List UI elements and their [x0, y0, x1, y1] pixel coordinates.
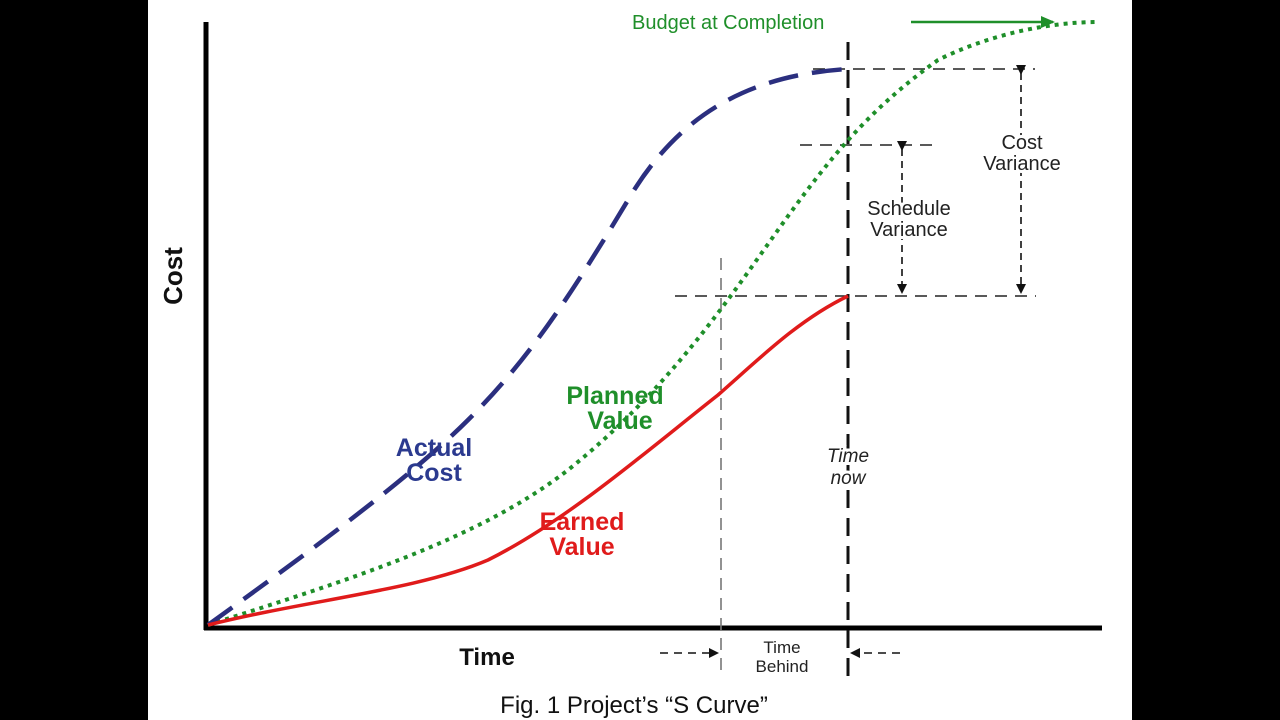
- earned-value-label-line2: Value: [549, 533, 614, 561]
- earned-value-curve: [207, 294, 849, 627]
- figure-canvas: Cost Time Actual Cost Planned Value Earn…: [148, 0, 1132, 720]
- actual-cost-curve: [206, 66, 849, 627]
- time-now-label-line2: now: [831, 468, 867, 489]
- time-now-label-line1: Time: [827, 446, 869, 467]
- budget-at-completion-label: Budget at Completion: [632, 12, 824, 34]
- schedule-variance-label-line1: Schedule: [867, 198, 950, 220]
- cost-variance-label-line2: Variance: [983, 153, 1060, 175]
- planned-value-label-line2: Value: [587, 407, 652, 435]
- figure-caption: Fig. 1 Project’s “S Curve”: [500, 692, 768, 719]
- s-curve-diagram: Cost Time Actual Cost Planned Value Earn…: [158, 12, 1102, 719]
- y-axis-label: Cost: [158, 247, 188, 305]
- time-behind-label-line2: Behind: [756, 657, 809, 676]
- actual-cost-label-line2: Cost: [406, 459, 462, 487]
- x-axis-label: Time: [459, 644, 515, 671]
- reference-lines: [675, 68, 1036, 672]
- time-behind-label-line1: Time: [763, 638, 800, 657]
- planned-value-label-line1: Planned: [566, 382, 663, 410]
- earned-value-label-line1: Earned: [540, 508, 625, 536]
- schedule-variance-label-line2: Variance: [870, 219, 947, 241]
- actual-cost-label-line1: Actual: [396, 434, 472, 462]
- planned-value-curve: [207, 20, 1099, 627]
- cost-variance-label-line1: Cost: [1001, 132, 1043, 154]
